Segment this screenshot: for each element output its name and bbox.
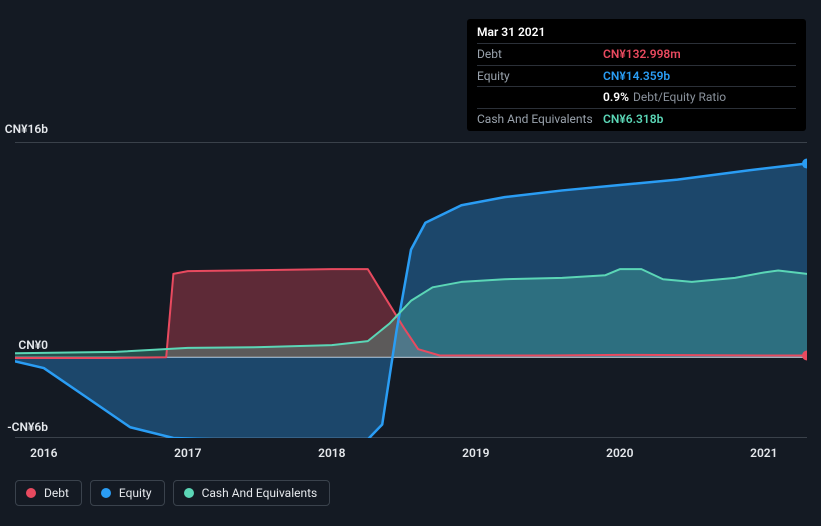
- legend-swatch: [184, 488, 194, 498]
- x-axis: 2016 2017 2018 2019 2020 2021: [0, 446, 821, 462]
- y-axis-label: CN¥16b: [0, 122, 52, 136]
- x-axis-label: 2016: [30, 446, 57, 460]
- legend-label: Equity: [119, 486, 152, 500]
- legend-label: Cash And Equivalents: [202, 486, 318, 500]
- tooltip-row-label: [477, 90, 603, 104]
- chart-plot-area[interactable]: [15, 142, 807, 438]
- tooltip-row: EquityCN¥14.359b: [477, 65, 796, 86]
- tooltip-date: Mar 31 2021: [477, 25, 796, 43]
- tooltip-row: DebtCN¥132.998m: [477, 43, 796, 64]
- legend-swatch: [101, 488, 111, 498]
- legend-item-cash-and-equivalents[interactable]: Cash And Equivalents: [173, 480, 331, 506]
- chart-legend: Debt Equity Cash And Equivalents: [15, 480, 330, 506]
- legend-item-equity[interactable]: Equity: [90, 480, 165, 506]
- x-axis-label: 2021: [750, 446, 777, 460]
- tooltip-row-label: Equity: [477, 69, 603, 83]
- legend-label: Debt: [44, 486, 69, 500]
- x-axis-label: 2019: [462, 446, 489, 460]
- legend-item-debt[interactable]: Debt: [15, 480, 82, 506]
- tooltip-row-value: CN¥132.998m: [603, 47, 681, 61]
- tooltip-row-value: CN¥14.359b: [603, 69, 670, 83]
- x-axis-label: 2020: [606, 446, 633, 460]
- tooltip-row: Cash And EquivalentsCN¥6.318b: [477, 108, 796, 129]
- tooltip-row-label: Cash And Equivalents: [477, 112, 603, 126]
- tooltip-row: 0.9%Debt/Equity Ratio: [477, 86, 796, 107]
- tooltip-row-label: Debt: [477, 47, 603, 61]
- x-axis-label: 2017: [174, 446, 201, 460]
- tooltip-row-sublabel: Debt/Equity Ratio: [633, 90, 726, 104]
- x-axis-label: 2018: [318, 446, 345, 460]
- chart-tooltip: Mar 31 2021 DebtCN¥132.998mEquityCN¥14.3…: [467, 19, 806, 131]
- tooltip-row-value: CN¥6.318b: [603, 112, 663, 126]
- tooltip-row-value: 0.9%Debt/Equity Ratio: [603, 90, 726, 104]
- legend-swatch: [26, 488, 36, 498]
